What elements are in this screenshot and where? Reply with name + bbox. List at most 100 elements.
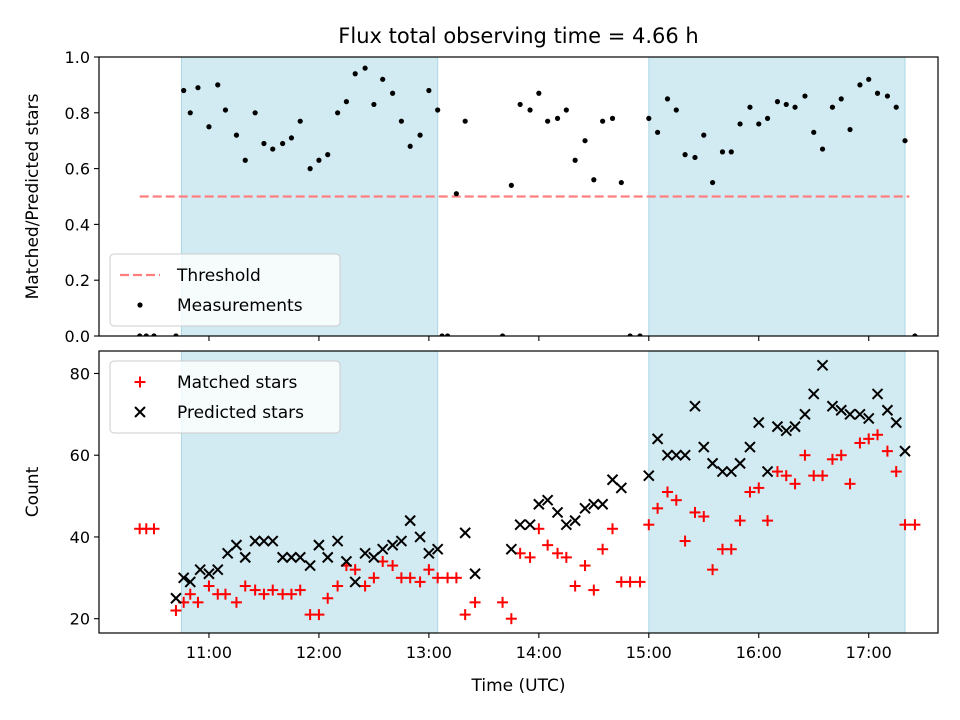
matched-stars-point: [414, 576, 426, 588]
predicted-stars-point: [771, 420, 784, 433]
measurements-point: [764, 115, 771, 121]
measurements-point: [215, 82, 221, 88]
predicted-stars-point: [734, 457, 746, 470]
measurements-point: [508, 182, 514, 188]
matched-stars-point: [258, 588, 270, 600]
measurements-point: [233, 132, 240, 138]
measurements-point: [435, 107, 441, 113]
measurements-point: [664, 96, 671, 102]
predicted-stars-point: [194, 563, 206, 576]
measurements-point: [747, 104, 753, 110]
measurements-point: [499, 333, 506, 336]
measurements-point: [884, 93, 891, 99]
measurements-point: [655, 129, 661, 135]
measurements-point: [728, 149, 734, 155]
y-tick-label: 0.4: [65, 215, 90, 234]
legend-marker: [134, 406, 146, 418]
legend-box: [109, 360, 341, 434]
y-tick-label: 60: [70, 446, 90, 465]
matched-stars-point: [579, 560, 591, 572]
y-tick-label: 0.2: [65, 271, 90, 290]
predicted-stars-point: [177, 572, 190, 584]
predicted-stars-point: [569, 514, 581, 527]
predicted-stars-point: [395, 535, 408, 547]
matched-stars-point: [817, 470, 829, 482]
y-tick-label: 40: [70, 528, 90, 547]
predicted-stars-point: [170, 592, 182, 604]
predicted-stars-point: [267, 535, 279, 547]
predicted-stars-point: [349, 576, 361, 588]
matched-stars-point: [569, 580, 581, 592]
axes-frame: [98, 56, 939, 337]
matched-stars-point: [387, 560, 399, 572]
matched-stars-point: [689, 506, 701, 518]
measurements-point: [444, 333, 451, 336]
matched-stars-point: [359, 580, 371, 592]
y-tick-label: 0.8: [65, 104, 90, 123]
predicted-stars-point: [285, 551, 298, 564]
measurements-point: [838, 96, 844, 102]
measurements-point: [792, 104, 798, 110]
predicted-stars-point: [844, 408, 856, 421]
measurements-point: [173, 333, 179, 336]
predicted-stars-point: [854, 408, 866, 421]
predicted-stars-point: [899, 445, 911, 457]
matched-stars-point: [423, 564, 435, 576]
matched-stars-point: [634, 576, 646, 588]
predicted-stars-point: [524, 518, 536, 531]
legend-item: Measurements: [137, 296, 303, 316]
predicted-stars-point: [469, 568, 481, 580]
measurements-point: [343, 99, 350, 105]
measurements-point: [307, 166, 313, 172]
matched-stars-point: [432, 572, 444, 584]
measurements-point: [582, 138, 588, 144]
matched-stars-point: [881, 445, 893, 457]
measurements-point: [783, 101, 789, 108]
predicted-stars-point: [881, 404, 894, 416]
measurements-point: [811, 129, 817, 135]
measurements-point: [439, 333, 445, 336]
measurements-point: [261, 140, 267, 147]
y-tick-label: 1.0: [65, 48, 90, 67]
plot-area: [134, 359, 921, 625]
matched-stars-point: [652, 502, 664, 514]
measurements-point: [380, 76, 386, 82]
predicted-stars-point: [651, 433, 664, 445]
legend-label: Matched stars: [177, 373, 297, 393]
x-tick-label: 14:00: [516, 643, 562, 662]
measurements-point: [866, 76, 872, 82]
predicted-stars-point: [661, 449, 674, 461]
measurements-point: [709, 179, 716, 186]
measurements-point: [462, 118, 468, 124]
matched-stars-point: [890, 466, 902, 478]
predicted-stars-point: [313, 539, 325, 551]
measurements-point: [692, 154, 698, 161]
matched-stars-point: [219, 588, 231, 600]
predicted-stars-point: [789, 420, 801, 433]
predicted-stars-point: [505, 543, 518, 555]
matched-stars-point: [404, 572, 416, 584]
matched-stars-point: [826, 453, 838, 465]
matched-stars-point: [239, 580, 251, 592]
matched-stars-point: [192, 596, 204, 608]
predicted-stars-point: [331, 535, 344, 547]
y-tick-label: 80: [70, 364, 90, 383]
x-tick-label: 12:00: [296, 643, 342, 662]
predicted-stars-point: [725, 465, 737, 478]
x-tick-label: 17:00: [846, 643, 892, 662]
predicted-stars-point: [404, 514, 416, 527]
matched-stars-point: [294, 584, 306, 596]
matched-stars-point: [597, 543, 609, 555]
legend-label: Measurements: [177, 296, 303, 316]
measurements-point: [417, 132, 423, 138]
y-tick-label: 0.0: [65, 327, 90, 346]
measurements-point: [829, 104, 836, 110]
predicted-stars-point: [386, 539, 399, 551]
axes-frame: [98, 350, 939, 634]
x-tick-label: 15:00: [626, 643, 672, 662]
measurements-point: [600, 118, 606, 124]
predicted-stars-point: [799, 408, 811, 421]
legend-item: Matched stars: [134, 373, 297, 393]
matched-stars-point: [267, 584, 279, 596]
predicted-stars-point: [579, 502, 591, 515]
